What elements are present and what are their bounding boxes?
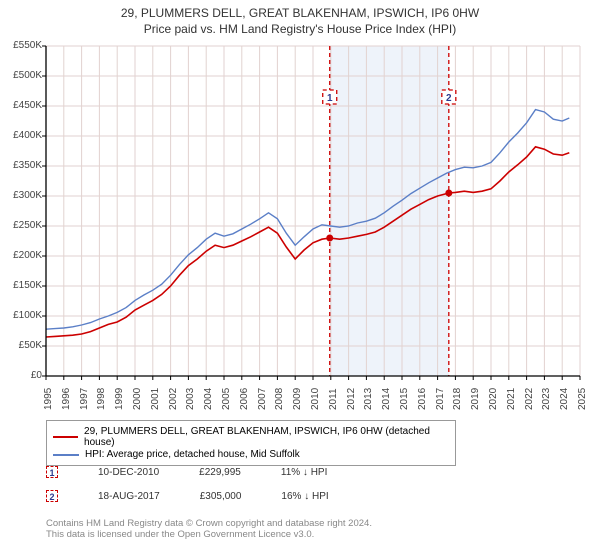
transaction-diff: 11% ↓ HPI [281, 467, 328, 478]
x-tick-label: 2002 [168, 388, 179, 410]
x-tick-label: 2020 [488, 388, 499, 410]
x-tick-label: 2004 [203, 388, 214, 410]
transaction-diff: 16% ↓ HPI [281, 491, 328, 502]
x-tick-label: 2023 [541, 388, 552, 410]
x-tick-label: 2013 [363, 388, 374, 410]
transaction-date: 18-AUG-2017 [98, 491, 160, 502]
x-tick-label: 2025 [577, 388, 588, 410]
y-tick-label: £50K [2, 340, 42, 351]
x-tick-label: 2012 [346, 388, 357, 410]
x-tick-label: 2011 [328, 388, 339, 410]
x-tick-label: 2006 [239, 388, 250, 410]
x-tick-label: 2018 [452, 388, 463, 410]
x-tick-label: 2001 [150, 388, 161, 410]
y-tick-label: £300K [2, 190, 42, 201]
legend-swatch [53, 436, 78, 438]
transaction-date: 10-DEC-2010 [98, 467, 159, 478]
legend-row: 29, PLUMMERS DELL, GREAT BLAKENHAM, IPSW… [53, 426, 449, 448]
x-tick-label: 2008 [274, 388, 285, 410]
transaction-price: £305,000 [200, 491, 242, 502]
legend-label: 29, PLUMMERS DELL, GREAT BLAKENHAM, IPSW… [84, 426, 449, 448]
legend-label: HPI: Average price, detached house, Mid … [85, 449, 300, 460]
x-tick-label: 1998 [96, 388, 107, 410]
y-tick-label: £250K [2, 220, 42, 231]
svg-text:1: 1 [327, 93, 333, 104]
x-tick-label: 2003 [185, 388, 196, 410]
x-tick-label: 2007 [257, 388, 268, 410]
y-tick-label: £500K [2, 70, 42, 81]
x-tick-label: 2017 [435, 388, 446, 410]
y-tick-label: £550K [2, 40, 42, 51]
x-tick-label: 2015 [399, 388, 410, 410]
svg-text:2: 2 [446, 93, 452, 104]
attribution-line: This data is licensed under the Open Gov… [46, 529, 372, 540]
x-tick-label: 2024 [559, 388, 570, 410]
marker-badge: 2 [46, 490, 58, 502]
transaction-row: 1 10-DEC-2010 £229,995 11% ↓ HPI [46, 466, 327, 478]
x-tick-label: 2014 [381, 388, 392, 410]
x-tick-label: 2016 [417, 388, 428, 410]
y-tick-label: £100K [2, 310, 42, 321]
x-tick-label: 2022 [524, 388, 535, 410]
x-tick-label: 2019 [470, 388, 481, 410]
y-tick-label: £200K [2, 250, 42, 261]
x-tick-label: 1999 [114, 388, 125, 410]
x-tick-label: 2005 [221, 388, 232, 410]
legend-swatch [53, 454, 79, 456]
y-tick-label: £350K [2, 160, 42, 171]
y-tick-label: £400K [2, 130, 42, 141]
x-tick-label: 2000 [132, 388, 143, 410]
transaction-row: 2 18-AUG-2017 £305,000 16% ↓ HPI [46, 490, 329, 502]
y-tick-label: £150K [2, 280, 42, 291]
x-tick-label: 2010 [310, 388, 321, 410]
y-tick-label: £450K [2, 100, 42, 111]
x-tick-label: 2009 [292, 388, 303, 410]
x-tick-label: 1996 [61, 388, 72, 410]
x-tick-label: 1995 [43, 388, 54, 410]
transaction-price: £229,995 [199, 467, 241, 478]
attribution-line: Contains HM Land Registry data © Crown c… [46, 518, 372, 529]
x-tick-label: 2021 [506, 388, 517, 410]
marker-badge: 1 [46, 466, 58, 478]
legend: 29, PLUMMERS DELL, GREAT BLAKENHAM, IPSW… [46, 420, 456, 466]
x-tick-label: 1997 [79, 388, 90, 410]
legend-row: HPI: Average price, detached house, Mid … [53, 449, 449, 460]
attribution: Contains HM Land Registry data © Crown c… [46, 518, 372, 540]
y-tick-label: £0 [2, 370, 42, 381]
